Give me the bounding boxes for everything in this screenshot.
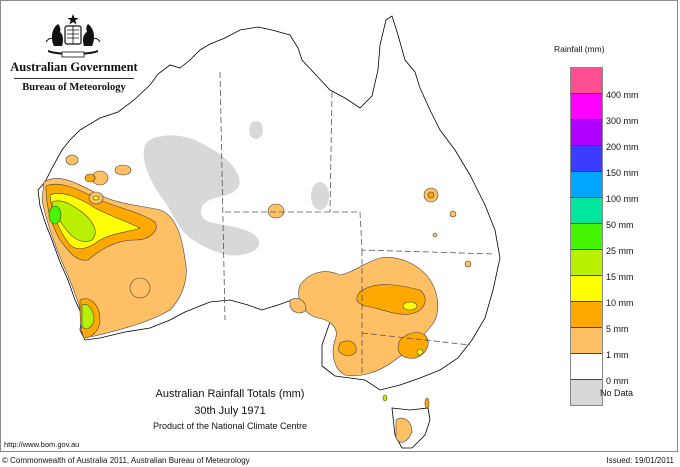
legend-color-scale <box>570 67 603 406</box>
legend-swatch <box>571 198 602 224</box>
legend-swatch <box>571 328 602 354</box>
legend-label: 25 mm <box>606 246 634 256</box>
legend-label: 400 mm <box>606 90 639 100</box>
legend-label: 10 mm <box>606 298 634 308</box>
copyright-text: © Commonwealth of Australia 2011, Austra… <box>2 456 250 465</box>
legend-swatch <box>571 354 602 380</box>
central-rainfall <box>267 187 457 238</box>
legend-swatch <box>571 224 602 250</box>
legend-label: 15 mm <box>606 272 634 282</box>
government-logo: Australian Government Bureau of Meteorol… <box>8 8 138 96</box>
no-data-regions <box>143 121 329 256</box>
issued-date: Issued: 19/01/2011 <box>606 456 674 465</box>
state-borders <box>219 71 496 375</box>
island-rainfall <box>424 397 430 409</box>
legend-swatch <box>571 68 602 94</box>
island-rainfall <box>382 394 388 402</box>
legend-title: Rainfall (mm) <box>554 44 605 54</box>
rainfall-map <box>37 15 501 449</box>
wa-rainfall <box>41 154 187 339</box>
legend-label: 300 mm <box>606 116 639 126</box>
bureau-name: Bureau of Meteorology <box>22 82 126 93</box>
legend-label: 50 mm <box>606 220 634 230</box>
legend-swatch <box>571 302 602 328</box>
legend-label: 0 mm <box>606 376 629 386</box>
legend-label: 5 mm <box>606 324 629 334</box>
map-title: Australian Rainfall Totals (mm) <box>155 388 305 400</box>
legend-label: 100 mm <box>606 194 639 204</box>
website-link[interactable]: http://www.bom.gov.au <box>4 440 80 449</box>
legend-label: 150 mm <box>606 168 639 178</box>
legend-label: 1 mm <box>606 350 629 360</box>
legend-swatch <box>571 276 602 302</box>
legend-swatch <box>571 120 602 146</box>
tasmania-rainfall <box>395 417 413 443</box>
legend-nodata-label: No Data <box>600 388 634 398</box>
legend-swatch <box>571 250 602 276</box>
legend-swatch <box>571 94 602 120</box>
legend-swatch <box>571 380 602 405</box>
legend-swatch <box>571 172 602 198</box>
coat-of-arms-icon <box>45 14 101 58</box>
map-product: Product of the National Climate Centre <box>152 421 308 431</box>
se-rainfall <box>289 257 472 377</box>
government-name: Australian Government <box>10 60 138 74</box>
legend-swatch <box>571 146 602 172</box>
divider <box>14 78 134 79</box>
map-date: 30th July 1971 <box>194 405 266 417</box>
legend-label: 200 mm <box>606 142 639 152</box>
